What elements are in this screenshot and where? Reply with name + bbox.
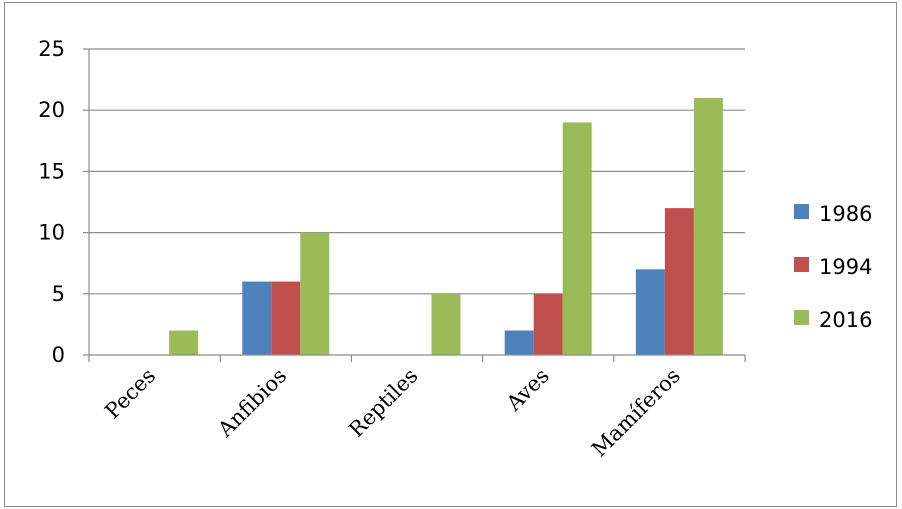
bar-2016-aves (562, 122, 592, 355)
legend-label: 2016 (819, 308, 872, 332)
gridlines (89, 48, 745, 295)
legend-item: 1994 (794, 255, 872, 279)
bar-2016-reptiles (431, 293, 461, 355)
legend-swatch (794, 310, 809, 325)
axes (83, 48, 746, 362)
bars (169, 97, 723, 356)
legend-label: 1986 (819, 202, 872, 226)
y-tick-label: 10 (38, 221, 65, 245)
legend-swatch (794, 204, 809, 219)
legend-item: 2016 (794, 308, 872, 332)
legend-label: 1994 (819, 255, 872, 279)
y-tick-label: 15 (38, 159, 65, 183)
bar-1986-aves (504, 330, 534, 355)
legend-swatch (794, 257, 809, 272)
y-tick-label: 25 (38, 37, 65, 61)
y-tick-label: 5 (52, 282, 65, 306)
bar-1994-aves (533, 293, 563, 355)
bar-1986-anfibios (242, 281, 272, 355)
bar-2016-anfibios (300, 232, 330, 355)
x-tick-label: Aves (501, 364, 554, 417)
bar-1994-anfibios (271, 281, 301, 355)
x-tick-label: Reptiles (344, 364, 422, 442)
x-tick-labels: Peces Anfibios Reptiles Aves Mamíferos (100, 364, 685, 462)
bar-2016-peces (169, 330, 199, 355)
legend: 1986 1994 2016 (794, 202, 872, 332)
legend-item: 1986 (794, 202, 872, 226)
x-tick-label: Anfibios (213, 364, 292, 443)
bar-1994-mamíferos (664, 208, 694, 355)
chart-frame: 0 5 10 15 20 25 Peces Anfibios Reptiles Aves Mamí… (4, 2, 897, 507)
bar-1986-mamíferos (635, 269, 665, 355)
y-tick-labels: 0 5 10 15 20 25 (38, 37, 65, 367)
x-tick-label: Peces (100, 364, 160, 424)
y-tick-label: 20 (38, 98, 65, 122)
bar-2016-mamíferos (693, 97, 723, 356)
y-tick-label: 0 (52, 343, 65, 367)
x-tick-label: Mamíferos (587, 364, 685, 462)
bar-chart: 0 5 10 15 20 25 Peces Anfibios Reptiles Aves Mamí… (38, 37, 872, 462)
